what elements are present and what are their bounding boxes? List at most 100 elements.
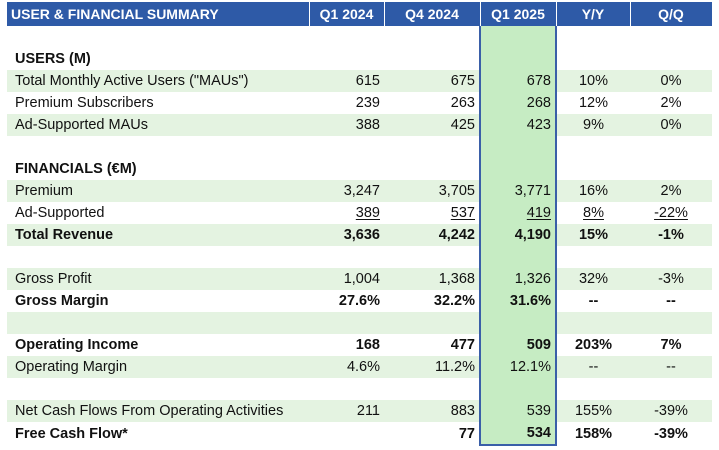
cell-q1-2024: 389 bbox=[355, 205, 380, 221]
cell-qq: 7% bbox=[630, 334, 712, 356]
cell-q1-2025: 1,326 bbox=[479, 268, 557, 290]
cell-q4-2024: 32.2% bbox=[384, 290, 480, 312]
section-row-users: USERS (M) bbox=[7, 48, 712, 70]
row-label: Premium Subscribers bbox=[7, 92, 309, 114]
cell-q1-2025: 12.1% bbox=[479, 356, 557, 378]
row-label: Total Monthly Active Users ("MAUs") bbox=[7, 70, 309, 92]
cell-q4-2024: 1,368 bbox=[384, 268, 480, 290]
cell-yy: 8% bbox=[583, 205, 604, 221]
cell-qq: 0% bbox=[630, 114, 712, 136]
spacer-row bbox=[7, 312, 712, 334]
cell-yy: 16% bbox=[556, 180, 630, 202]
row-label: Gross Profit bbox=[7, 268, 309, 290]
summary-table: USER & FINANCIAL SUMMARY Q1 2024 Q4 2024… bbox=[7, 2, 713, 446]
cell-q1-2025: 509 bbox=[479, 334, 557, 356]
row-label: Operating Income bbox=[7, 334, 309, 356]
row-label: Operating Margin bbox=[7, 356, 309, 378]
cell-qq: -39% bbox=[630, 422, 712, 445]
cell-q4-2024: 675 bbox=[384, 70, 480, 92]
cell-qq: 0% bbox=[630, 70, 712, 92]
cell-q4-2024: 11.2% bbox=[384, 356, 480, 378]
cell-q4-2024: 537 bbox=[450, 205, 475, 221]
row-label: Ad-Supported bbox=[7, 202, 309, 224]
cell-q4-2024: 883 bbox=[384, 400, 480, 422]
spacer-row bbox=[7, 378, 712, 400]
cell-qq: -- bbox=[630, 290, 712, 312]
section-row-financials: FINANCIALS (€M) bbox=[7, 158, 712, 180]
table-row: Net Cash Flows From Operating Activities… bbox=[7, 400, 712, 422]
section-heading-financials: FINANCIALS (€M) bbox=[7, 158, 309, 180]
col-header-q1-2024: Q1 2024 bbox=[309, 2, 385, 26]
cell-q1-2024: 3,636 bbox=[309, 224, 384, 246]
table-row: Gross Profit 1,004 1,368 1,326 32% -3% bbox=[7, 268, 712, 290]
cell-q4-2024: 477 bbox=[384, 334, 480, 356]
cell-q4-2024: 4,242 bbox=[384, 224, 480, 246]
cell-q1-2024: 615 bbox=[309, 70, 384, 92]
cell-yy: 10% bbox=[556, 70, 630, 92]
table-row: Premium 3,247 3,705 3,771 16% 2% bbox=[7, 180, 712, 202]
cell-q1-2024: 3,247 bbox=[309, 180, 384, 202]
header-row: USER & FINANCIAL SUMMARY Q1 2024 Q4 2024… bbox=[7, 2, 713, 26]
table-row: Total Revenue 3,636 4,242 4,190 15% -1% bbox=[7, 224, 712, 246]
cell-q1-2024: 1,004 bbox=[309, 268, 384, 290]
cell-qq: -3% bbox=[630, 268, 712, 290]
cell-q4-2024: 77 bbox=[384, 422, 480, 445]
cell-yy: 203% bbox=[556, 334, 630, 356]
cell-qq: -39% bbox=[630, 400, 712, 422]
cell-q4-2024: 263 bbox=[384, 92, 480, 114]
cell-q1-2025: 4,190 bbox=[479, 224, 557, 246]
cell-yy: -- bbox=[556, 356, 630, 378]
cell-qq: 2% bbox=[630, 180, 712, 202]
table-row: Premium Subscribers 239 263 268 12% 2% bbox=[7, 92, 712, 114]
table-row: Total Monthly Active Users ("MAUs") 615 … bbox=[7, 70, 712, 92]
cell-yy: 12% bbox=[556, 92, 630, 114]
cell-qq: -1% bbox=[630, 224, 712, 246]
cell-yy: 158% bbox=[556, 422, 630, 445]
col-header-q4-2024: Q4 2024 bbox=[384, 2, 481, 26]
cell-q1-2025: 534 bbox=[479, 422, 557, 446]
col-header-yy: Y/Y bbox=[556, 2, 631, 26]
table-row: Ad-Supported 389 537 419 8% -22% bbox=[7, 202, 712, 224]
table-row: Operating Income 168 477 509 203% 7% bbox=[7, 334, 712, 356]
cell-q1-2025: 3,771 bbox=[479, 180, 557, 202]
col-header-qq: Q/Q bbox=[630, 2, 713, 26]
cell-q1-2024: 211 bbox=[309, 400, 384, 422]
table-row: Gross Margin 27.6% 32.2% 31.6% -- -- bbox=[7, 290, 712, 312]
section-heading-users: USERS (M) bbox=[7, 48, 309, 70]
cell-q4-2024: 425 bbox=[384, 114, 480, 136]
cell-yy: 9% bbox=[556, 114, 630, 136]
row-label: Gross Margin bbox=[7, 290, 309, 312]
cell-q1-2024: 27.6% bbox=[309, 290, 384, 312]
cell-q1-2024: 388 bbox=[309, 114, 384, 136]
row-label: Ad-Supported MAUs bbox=[7, 114, 309, 136]
row-label: Total Revenue bbox=[7, 224, 309, 246]
cell-qq: -22% bbox=[654, 205, 688, 221]
spacer-row bbox=[7, 246, 712, 268]
spacer-row bbox=[7, 136, 712, 158]
cell-q1-2025: 31.6% bbox=[479, 290, 557, 312]
cell-q1-2025: 419 bbox=[526, 205, 551, 221]
cell-q1-2025: 678 bbox=[479, 70, 557, 92]
cell-qq: -- bbox=[630, 356, 712, 378]
cell-yy: -- bbox=[556, 290, 630, 312]
cell-q1-2024: 4.6% bbox=[309, 356, 384, 378]
col-header-q1-2025: Q1 2025 bbox=[480, 2, 557, 26]
row-label: Free Cash Flow* bbox=[7, 422, 309, 445]
cell-q1-2025: 268 bbox=[479, 92, 557, 114]
table-title: USER & FINANCIAL SUMMARY bbox=[7, 2, 310, 26]
cell-q4-2024: 3,705 bbox=[384, 180, 480, 202]
cell-q1-2024 bbox=[309, 422, 384, 445]
cell-q1-2025: 423 bbox=[479, 114, 557, 136]
table-row: Operating Margin 4.6% 11.2% 12.1% -- -- bbox=[7, 356, 712, 378]
spacer-row bbox=[7, 26, 712, 48]
cell-q1-2024: 239 bbox=[309, 92, 384, 114]
cell-yy: 155% bbox=[556, 400, 630, 422]
cell-q1-2024: 168 bbox=[309, 334, 384, 356]
row-label: Net Cash Flows From Operating Activities bbox=[7, 400, 309, 422]
cell-qq: 2% bbox=[630, 92, 712, 114]
cell-q1-2025: 539 bbox=[479, 400, 557, 422]
table-row: Free Cash Flow* 77 534 158% -39% bbox=[7, 422, 712, 446]
cell-yy: 15% bbox=[556, 224, 630, 246]
row-label: Premium bbox=[7, 180, 309, 202]
